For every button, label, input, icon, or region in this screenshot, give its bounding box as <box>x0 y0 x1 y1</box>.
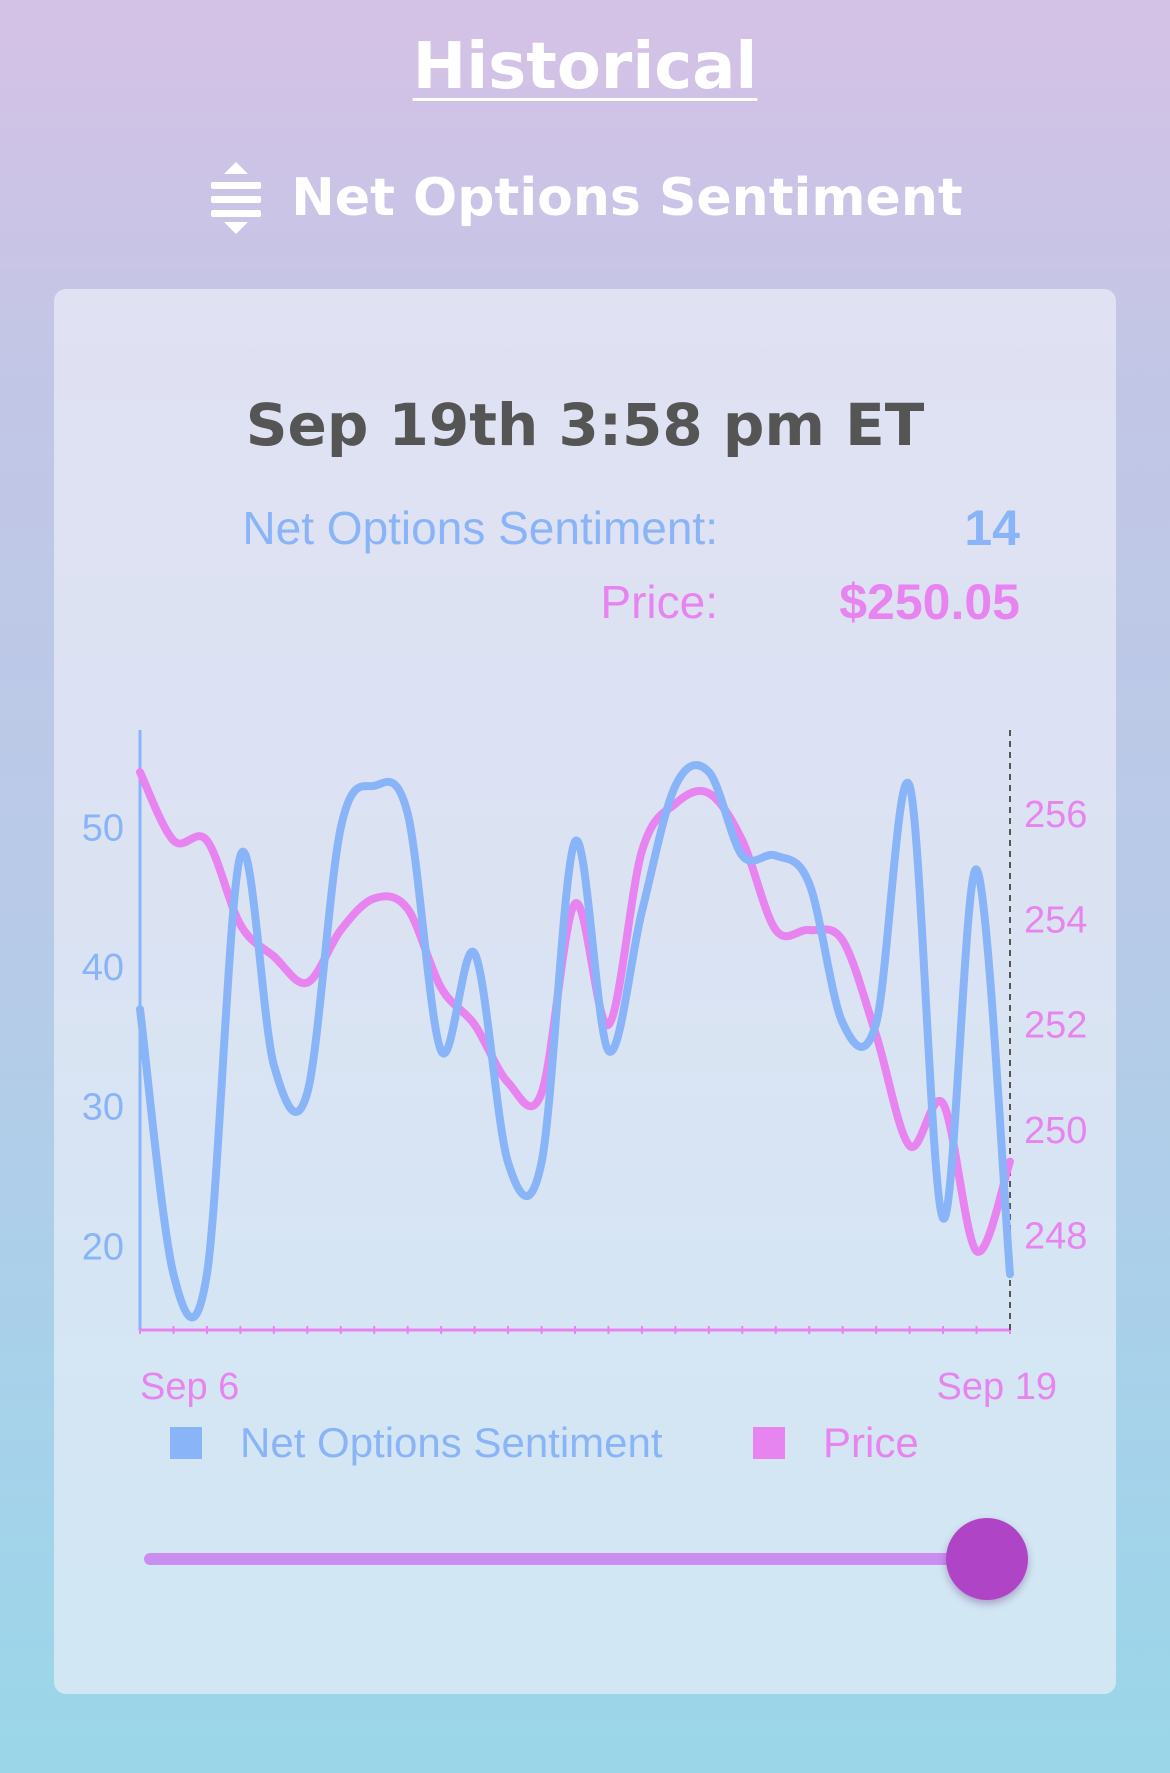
legend-label-price: Price <box>823 1419 919 1466</box>
metric-label: Net Options Sentiment <box>291 168 963 228</box>
legend-label-sentiment: Net Options Sentiment <box>240 1419 663 1466</box>
right-tick-label: 254 <box>1024 899 1087 941</box>
series-line-sentiment <box>136 761 1014 1322</box>
price-label: Price: <box>600 576 718 628</box>
page-title[interactable]: Historical <box>412 30 758 104</box>
left-tick-label: 30 <box>82 1087 124 1129</box>
x-tick-label-end: Sep 19 <box>937 1366 1057 1408</box>
left-tick-label: 40 <box>82 947 124 989</box>
left-tick-label: 20 <box>82 1226 124 1268</box>
x-tick-label-start: Sep 6 <box>140 1366 239 1408</box>
legend-swatch-sentiment <box>170 1427 202 1459</box>
timestamp: Sep 19th 3:58 pm ET <box>245 391 925 459</box>
right-tick-label: 248 <box>1024 1215 1087 1257</box>
sort-expand-icon <box>207 160 265 236</box>
left-tick-label: 50 <box>82 808 124 850</box>
chart[interactable]: 20 30 40 50 248 250 252 254 256 Sep 6 Sep 19 <box>54 289 1116 1419</box>
sentiment-label: Net Options Sentiment: <box>242 502 718 554</box>
legend-swatch-price <box>753 1427 785 1459</box>
sentiment-value: 14 <box>964 500 1020 556</box>
legend-item-price[interactable]: Price <box>753 1419 919 1467</box>
chart-card: Sep 19th 3:58 pm ET Net Options Sentimen… <box>54 289 1116 1694</box>
time-slider[interactable] <box>144 1515 1044 1605</box>
legend-item-sentiment[interactable]: Net Options Sentiment <box>170 1419 663 1467</box>
chart-legend: Net Options Sentiment Price <box>54 1419 1116 1479</box>
right-tick-label: 252 <box>1024 1005 1087 1047</box>
slider-track[interactable] <box>144 1553 1004 1565</box>
right-tick-label: 250 <box>1024 1110 1087 1152</box>
metric-selector[interactable]: Net Options Sentiment <box>0 160 1170 236</box>
slider-thumb[interactable] <box>946 1518 1028 1600</box>
price-value: $250.05 <box>839 574 1020 630</box>
right-tick-label: 256 <box>1024 794 1087 836</box>
